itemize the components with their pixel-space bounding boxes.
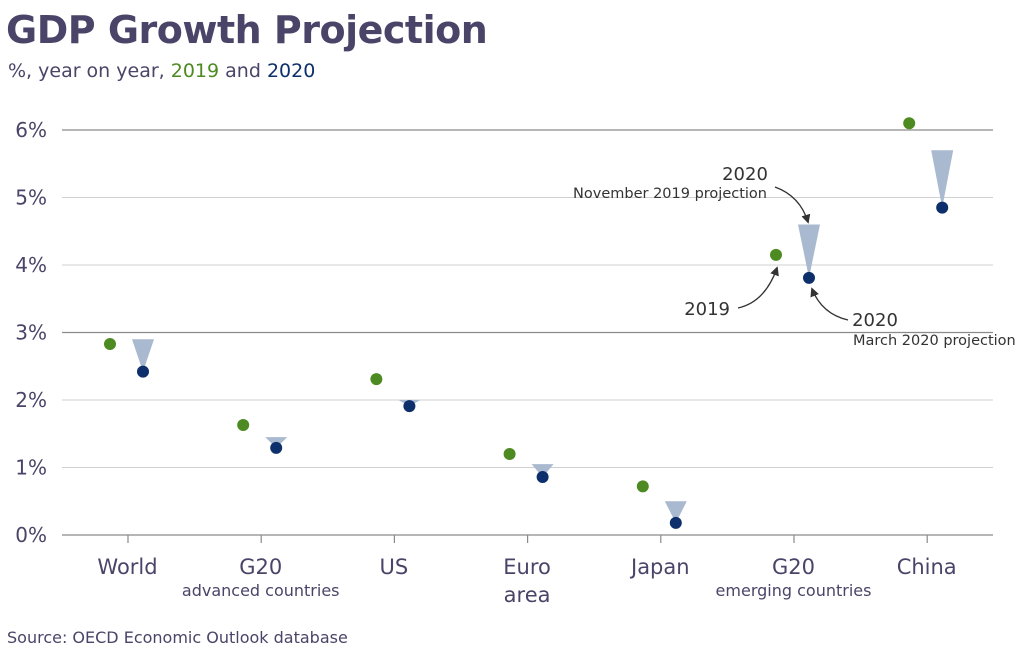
y-tick-label: 0% bbox=[15, 523, 47, 547]
annotation-mar-year: 2020 bbox=[852, 310, 898, 331]
subtitle-2020: 2020 bbox=[266, 60, 316, 82]
y-tick-label: 4% bbox=[15, 253, 47, 277]
x-tick-label: China bbox=[897, 555, 957, 579]
x-tick-label: US bbox=[380, 555, 409, 579]
revision-markers bbox=[132, 150, 954, 523]
y-tick-label: 6% bbox=[15, 118, 47, 142]
y-tick-label: 1% bbox=[15, 456, 47, 480]
y-tick-label: 5% bbox=[15, 186, 47, 210]
point-2020 bbox=[936, 201, 949, 214]
annotation-nov-arrow bbox=[774, 186, 811, 224]
point-2020 bbox=[270, 441, 283, 454]
subtitle-2019: 2019 bbox=[170, 60, 220, 82]
x-tick-label: World bbox=[97, 555, 157, 579]
point-2020 bbox=[803, 271, 815, 284]
point-2019 bbox=[104, 337, 116, 350]
annotation-2019-arrow bbox=[737, 266, 779, 309]
point-2020 bbox=[137, 365, 149, 378]
x-tick-label: G20 bbox=[239, 555, 282, 579]
data-points bbox=[104, 117, 949, 529]
revision-triangle bbox=[531, 464, 554, 477]
x-tick-label: G20 bbox=[772, 555, 815, 579]
subtitle-and: and bbox=[225, 60, 261, 82]
point-2019 bbox=[903, 117, 916, 130]
point-2020 bbox=[536, 470, 549, 483]
annotation-nov-year: 2020 bbox=[722, 164, 768, 185]
chart-subtitle: %, year on year, 2019 and 2020 bbox=[8, 60, 315, 82]
x-tick-label: Japan bbox=[629, 555, 690, 579]
x-tick-sublabel: emerging countries bbox=[716, 581, 872, 600]
chart-title: GDP Growth Projection bbox=[6, 8, 488, 52]
subtitle-prefix: %, year on year, bbox=[8, 60, 165, 82]
annotation-mar-arrow bbox=[810, 287, 849, 321]
y-tick-label: 3% bbox=[15, 321, 47, 345]
point-2020 bbox=[669, 516, 682, 529]
x-tick-labels: World G20 advanced countries US Euro area Japa… bbox=[97, 555, 956, 607]
y-tick-label: 2% bbox=[15, 388, 47, 412]
x-tick-sublabel: area bbox=[504, 583, 551, 607]
point-2019 bbox=[370, 373, 383, 386]
annotation-mar-label: March 2020 projection bbox=[853, 333, 1016, 349]
annotation-nov-label: November 2019 projection bbox=[573, 186, 767, 202]
revision-triangle bbox=[931, 150, 954, 208]
point-2020 bbox=[403, 400, 416, 413]
x-tick-sublabel: advanced countries bbox=[182, 581, 340, 600]
x-tick-label: Euro bbox=[503, 555, 551, 579]
point-2019 bbox=[636, 480, 649, 493]
revision-triangle bbox=[664, 501, 687, 523]
revision-triangle bbox=[132, 339, 154, 372]
point-2019 bbox=[770, 248, 782, 261]
point-2019 bbox=[237, 418, 250, 431]
point-2019 bbox=[503, 448, 516, 460]
source-note: Source: OECD Economic Outlook database bbox=[7, 628, 348, 647]
annotation-2019: 2019 bbox=[684, 299, 730, 320]
annotations: 2020 November 2019 projection 2020 March… bbox=[573, 164, 1016, 349]
revision-triangle bbox=[798, 224, 820, 278]
grid-layer bbox=[62, 129, 993, 543]
y-tick-labels: 0% 1% 2% 3% 4% 5% 6% bbox=[15, 118, 47, 547]
